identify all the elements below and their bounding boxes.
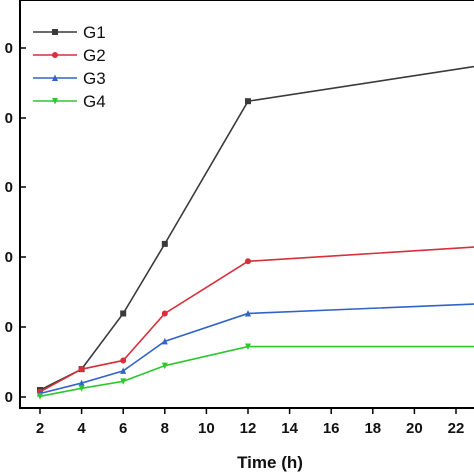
x-tick-label: 4 (77, 420, 86, 437)
y-tick-label: 0 (5, 249, 13, 266)
y-tick-label: 0 (5, 319, 13, 336)
x-tick-label: 20 (406, 420, 423, 437)
data-point (120, 378, 127, 385)
x-tick-label: 22 (448, 420, 465, 437)
y-axis-ticks: 0 0 0 0 0 0 (5, 40, 26, 406)
x-tick-label: 10 (198, 420, 215, 437)
data-point (52, 74, 58, 81)
legend-label: G3 (83, 69, 106, 88)
series-g4 (37, 343, 474, 400)
x-axis-ticks: 2 4 6 8 10 12 14 16 18 20 22 (36, 408, 465, 437)
data-point (78, 385, 85, 392)
data-point (245, 258, 251, 265)
x-tick-label: 12 (240, 420, 257, 437)
x-axis-title: Time (h) (237, 453, 303, 472)
y-tick-label: 0 (5, 40, 13, 57)
x-tick-label: 8 (161, 420, 169, 437)
data-point (120, 367, 127, 374)
y-tick-label: 0 (5, 110, 13, 127)
series-layer (37, 65, 474, 400)
legend-item: G1 (33, 23, 106, 42)
data-point (161, 362, 168, 370)
data-point (245, 309, 251, 317)
legend-item: G4 (33, 92, 106, 111)
data-point (161, 240, 168, 247)
x-tick-label: 6 (119, 420, 127, 437)
data-point (245, 343, 251, 351)
series-line (39, 303, 474, 395)
x-tick-label: 16 (323, 420, 340, 437)
series-line (39, 345, 474, 398)
x-tick-label: 18 (364, 420, 381, 437)
data-point (78, 366, 85, 373)
legend-label: G1 (83, 23, 106, 42)
series-g3 (37, 303, 474, 397)
legend-label: G2 (83, 46, 106, 65)
legend-item: G3 (33, 69, 106, 88)
series-g2 (37, 246, 474, 395)
data-point (37, 393, 43, 400)
data-point (120, 310, 127, 317)
data-point (78, 379, 85, 387)
y-tick-label: 0 (5, 179, 13, 196)
data-point (52, 29, 58, 35)
data-point (52, 98, 58, 105)
series-line (39, 246, 474, 393)
data-point (245, 98, 251, 105)
data-point (161, 337, 168, 345)
data-point (161, 310, 168, 317)
x-tick-label: 14 (281, 420, 298, 437)
data-point (52, 52, 58, 58)
data-point (120, 357, 127, 364)
x-tick-label: 2 (36, 420, 44, 437)
series-line (39, 65, 474, 391)
legend: G1 G2 G3 G4 (33, 23, 106, 111)
legend-item: G2 (33, 46, 106, 65)
y-tick-label: 0 (5, 389, 13, 406)
legend-label: G4 (83, 92, 106, 111)
